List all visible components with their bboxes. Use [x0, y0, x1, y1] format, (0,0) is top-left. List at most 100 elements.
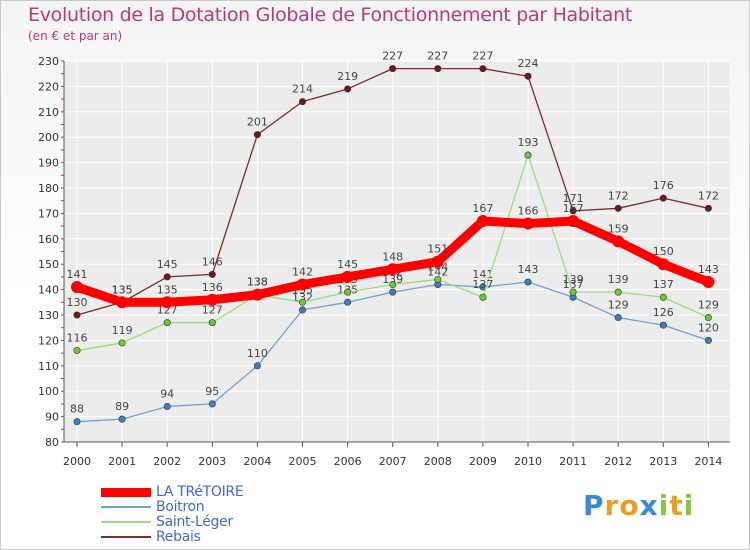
- x-tick-label: 2000: [63, 455, 91, 468]
- data-point: [251, 288, 264, 301]
- data-label: 150: [653, 245, 674, 258]
- y-tick-label: 200: [38, 131, 59, 144]
- data-label: 136: [202, 281, 223, 294]
- data-point: [296, 278, 309, 291]
- data-label: 139: [608, 273, 629, 286]
- y-tick-label: 110: [38, 360, 59, 373]
- data-point: [659, 321, 667, 329]
- data-point: [344, 298, 352, 306]
- data-label: 94: [160, 387, 174, 400]
- data-point: [118, 415, 126, 423]
- data-label: 119: [112, 324, 133, 337]
- data-point: [476, 215, 489, 228]
- logo-letter: P: [583, 489, 605, 522]
- data-point: [161, 296, 174, 309]
- data-label: 193: [518, 136, 539, 149]
- legend-item-saint-leger: Saint-Léger: [101, 514, 361, 530]
- data-point: [208, 319, 216, 327]
- y-tick-label: 80: [45, 436, 59, 449]
- data-label: 137: [472, 278, 493, 291]
- data-point: [659, 293, 667, 301]
- legend-item-rebais: Rebais: [101, 529, 361, 545]
- data-label: 135: [112, 283, 133, 296]
- data-label: 127: [157, 304, 178, 317]
- y-tick-label: 120: [38, 334, 59, 347]
- data-point: [253, 131, 261, 139]
- data-label: 95: [205, 385, 219, 398]
- data-point: [569, 207, 577, 215]
- legend-label: Saint-Léger: [156, 514, 233, 530]
- x-tick-label: 2010: [514, 455, 542, 468]
- x-tick-label: 2011: [559, 455, 587, 468]
- data-label: 116: [67, 332, 88, 345]
- data-point: [344, 85, 352, 93]
- legend-swatch: [101, 536, 151, 538]
- legend-item-boitron: Boitron: [101, 499, 361, 515]
- data-label: 227: [382, 50, 403, 63]
- data-label: 159: [608, 222, 629, 235]
- data-point: [298, 298, 306, 306]
- y-tick-label: 210: [38, 106, 59, 119]
- data-label: 127: [202, 304, 223, 317]
- data-point: [208, 270, 216, 278]
- data-label: 110: [247, 347, 268, 360]
- data-label: 139: [563, 273, 584, 286]
- data-label: 138: [247, 276, 268, 289]
- x-tick-label: 2008: [424, 455, 452, 468]
- data-point: [704, 314, 712, 322]
- data-point: [341, 270, 354, 283]
- legend: LA TRéTOIRE Boitron Saint-Léger Rebais: [101, 484, 361, 545]
- x-tick-label: 2006: [334, 455, 362, 468]
- data-label: 120: [698, 321, 719, 334]
- data-label: 227: [427, 50, 448, 63]
- legend-swatch: [101, 506, 151, 508]
- data-point: [614, 314, 622, 322]
- data-label: 129: [698, 299, 719, 312]
- data-point: [524, 151, 532, 159]
- data-point: [702, 275, 715, 288]
- data-label: 214: [292, 83, 313, 96]
- data-point: [344, 288, 352, 296]
- data-point: [389, 288, 397, 296]
- legend-label: LA TRéTOIRE: [156, 484, 244, 500]
- data-point: [116, 296, 129, 309]
- data-label: 146: [202, 255, 223, 268]
- data-point: [206, 293, 219, 306]
- logo-letter: t: [669, 489, 684, 522]
- data-label: 143: [698, 263, 719, 276]
- data-label: 88: [70, 403, 84, 416]
- data-label: 171: [563, 192, 584, 205]
- data-point: [118, 339, 126, 347]
- y-tick-label: 220: [38, 80, 59, 93]
- x-tick-label: 2007: [379, 455, 407, 468]
- data-label: 148: [382, 250, 403, 263]
- y-tick-label: 190: [38, 157, 59, 170]
- y-tick-label: 150: [38, 258, 59, 271]
- data-label: 141: [472, 268, 493, 281]
- data-label: 166: [518, 205, 539, 218]
- data-label: 227: [472, 50, 493, 63]
- data-point: [657, 258, 670, 271]
- logo-letter: i: [683, 489, 695, 522]
- data-point: [612, 235, 625, 248]
- logo-letter: x: [639, 489, 659, 522]
- x-tick-label: 2014: [694, 455, 722, 468]
- data-label: 126: [653, 306, 674, 319]
- data-point: [208, 400, 216, 408]
- legend-swatch: [101, 521, 151, 523]
- data-point: [479, 293, 487, 301]
- data-label: 201: [247, 116, 268, 129]
- data-label: 143: [518, 263, 539, 276]
- data-point: [71, 281, 83, 294]
- data-point: [569, 288, 577, 296]
- legend-swatch: [101, 487, 151, 497]
- data-label: 130: [67, 296, 88, 309]
- data-label: 145: [157, 258, 178, 271]
- y-tick-label: 230: [38, 55, 59, 68]
- legend-label: Boitron: [156, 499, 205, 515]
- data-label: 89: [115, 400, 129, 413]
- y-tick-label: 90: [45, 411, 59, 424]
- data-point: [524, 278, 532, 286]
- data-point: [704, 336, 712, 344]
